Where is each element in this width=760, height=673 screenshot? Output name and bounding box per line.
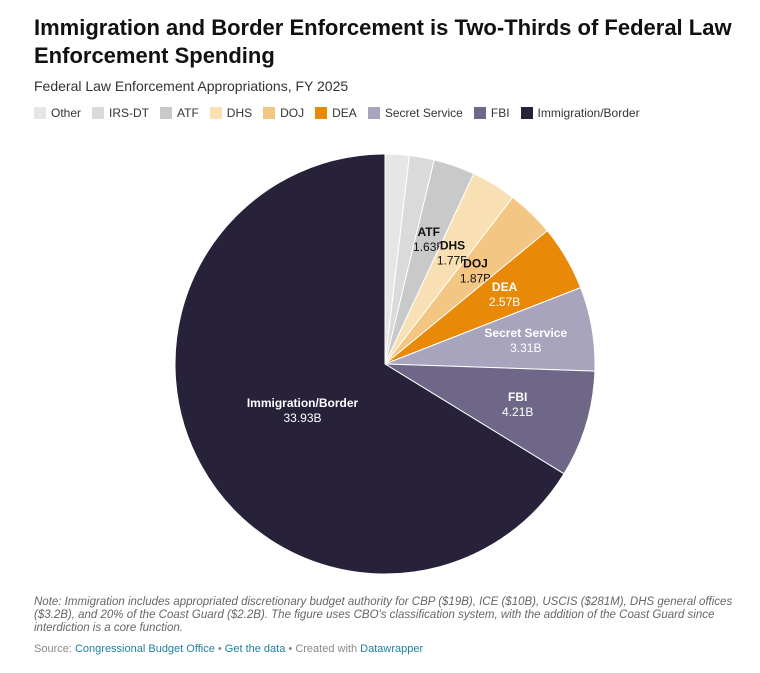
source-separator: • — [288, 643, 293, 655]
pie-chart-area: ATF 1.63B DHS 1.77B DOJ 1.87B DEA 2.57B Secret S… — [0, 140, 760, 590]
slice-label-immigration-border: Immigration/Border — [247, 396, 359, 410]
legend-swatch — [34, 107, 46, 119]
chart-title: Immigration and Border Enforcement is Tw… — [34, 15, 732, 68]
slice-label-doj: DOJ — [463, 256, 488, 270]
slice-label-secret-service: Secret Service — [484, 326, 567, 340]
slice-value-atf: 1.63B — [413, 240, 444, 254]
legend-swatch — [160, 107, 173, 119]
slice-value-secret-service: 3.31B — [510, 341, 541, 355]
legend-label: DHS — [226, 106, 253, 120]
source-line: Source: Congressional Budget Office • Ge… — [34, 643, 423, 655]
slice-value-dea: 2.57B — [489, 295, 520, 309]
legend-swatch — [92, 107, 105, 119]
slice-value-fbi: 4.21B — [502, 405, 533, 419]
slice-value-immigration-border: 33.93B — [283, 411, 321, 425]
datawrapper-link[interactable]: Datawrapper — [360, 643, 424, 655]
legend-label: Other — [51, 106, 82, 120]
legend: Other IRS-DT ATF DHS DOJ DEA Secret Service FBI… — [34, 106, 640, 120]
source-prefix: Source: — [34, 643, 72, 655]
legend-item-other: Other — [34, 106, 81, 120]
slice-label-fbi: FBI — [508, 390, 527, 404]
legend-item-irs-dt: IRS-DT — [92, 106, 149, 120]
pie-slice-immigration-border — [174, 153, 565, 575]
slice-label-atf: ATF — [417, 225, 439, 239]
slice-value-dhs: 1.77B — [437, 254, 468, 268]
legend-item-immigration-border: Immigration/Border — [520, 106, 640, 120]
legend-label: ATF — [177, 106, 199, 120]
legend-label: IRS-DT — [109, 106, 150, 120]
legend-swatch — [209, 107, 222, 119]
legend-item-secret-service: Secret Service — [367, 106, 463, 120]
get-the-data-link[interactable]: Get the data — [224, 643, 286, 655]
legend-item-dhs: DHS — [209, 106, 253, 120]
created-with-text: Created with — [295, 643, 358, 655]
legend-item-atf: ATF — [160, 106, 199, 120]
legend-label: DEA — [332, 106, 357, 120]
legend-label: FBI — [490, 106, 510, 120]
legend-swatch — [520, 107, 533, 119]
slice-value-doj: 1.87B — [460, 271, 491, 285]
pie-slice-fbi — [383, 363, 596, 475]
legend-swatch — [367, 107, 380, 119]
legend-item-fbi: FBI — [473, 106, 510, 120]
legend-label: Secret Service — [384, 106, 463, 120]
chart-note: Note: Immigration includes appropriated … — [34, 596, 733, 634]
source-separator: • — [217, 643, 222, 655]
slice-label-dea: DEA — [492, 280, 518, 294]
legend-swatch — [315, 107, 328, 119]
legend-item-dea: DEA — [315, 106, 357, 120]
legend-swatch — [263, 107, 276, 119]
legend-item-doj: DOJ — [263, 106, 304, 120]
legend-label: DOJ — [280, 106, 305, 120]
legend-swatch — [473, 107, 486, 119]
chart-subtitle: Federal Law Enforcement Appropriations, … — [34, 78, 349, 94]
slice-label-dhs: DHS — [440, 239, 465, 253]
source-link[interactable]: Congressional Budget Office — [74, 643, 215, 655]
legend-label: Immigration/Border — [537, 106, 640, 120]
